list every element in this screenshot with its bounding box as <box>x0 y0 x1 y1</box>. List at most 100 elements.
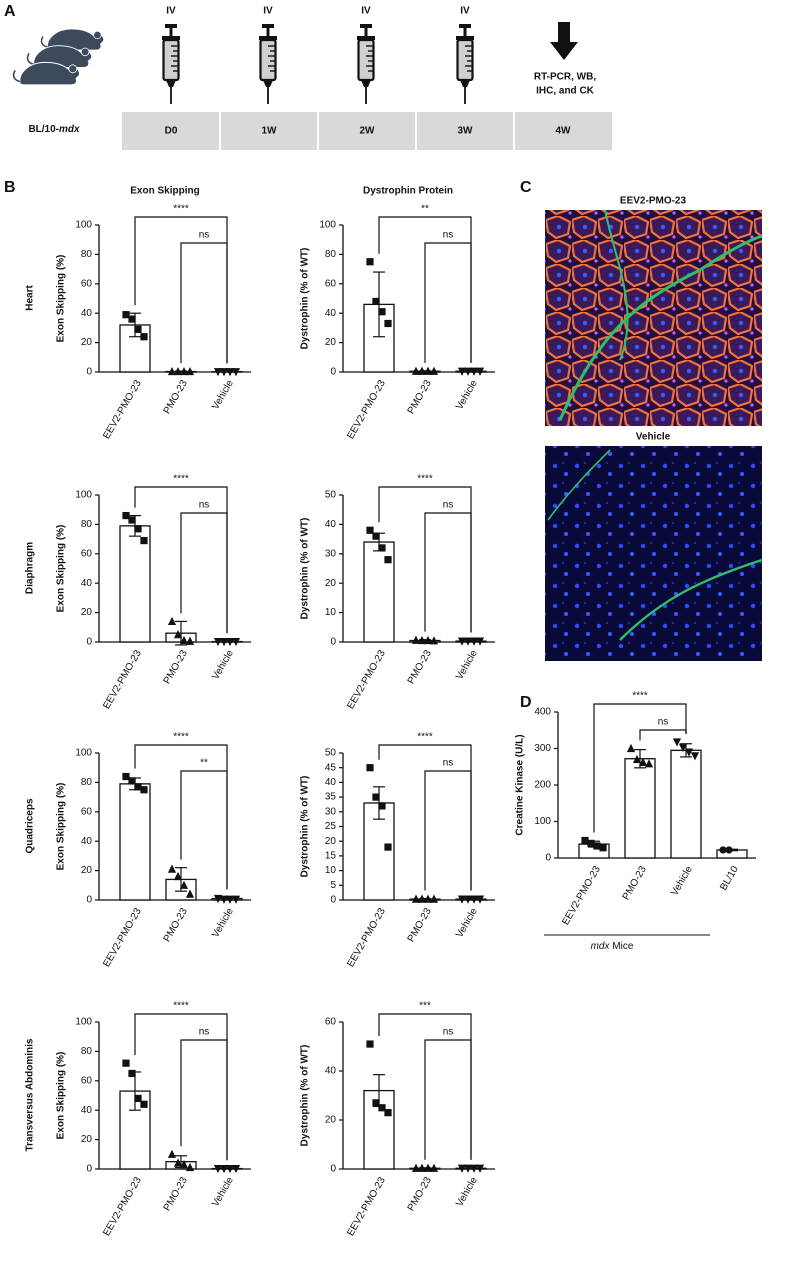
data-point <box>134 1094 142 1103</box>
bar <box>670 749 702 859</box>
data-point <box>185 366 195 376</box>
significance-bracket <box>180 512 228 634</box>
bar-chart: 0 20 40 60 80 100 Exon Skipping (%) EEV2-PMO-23… <box>56 732 251 969</box>
data-point <box>167 864 177 873</box>
data-point <box>475 895 485 904</box>
data-point <box>684 748 694 757</box>
timepoint: 2W <box>360 126 376 137</box>
data-point <box>225 895 235 904</box>
x-tick-label: PMO-23 <box>406 1175 434 1213</box>
data-point <box>134 525 142 533</box>
image-title: Vehicle <box>636 432 671 443</box>
data-point <box>581 836 589 845</box>
y-tick-label: 40 <box>325 1066 337 1077</box>
x-tick-label: EEV2-PMO-23 <box>101 648 144 711</box>
significance-label: **** <box>173 732 189 743</box>
image-detail <box>619 558 763 641</box>
data-point <box>475 1164 485 1173</box>
data-point <box>134 325 142 333</box>
y-axis-label: Dystrophin (% of WT) <box>300 776 311 878</box>
significance-label: ns <box>658 717 669 728</box>
y-tick-label: 0 <box>86 1164 92 1175</box>
significance-bracket <box>424 1039 472 1160</box>
timepoint: D0 <box>165 126 178 137</box>
data-point <box>378 308 386 316</box>
y-tick-label: 60 <box>81 548 93 559</box>
data-point <box>167 1149 177 1158</box>
mouse-strain: BL/10- <box>28 124 59 135</box>
data-point <box>678 743 688 753</box>
column-title: Dystrophin Protein <box>363 186 453 197</box>
y-tick-label: 40 <box>81 578 93 589</box>
image-detail <box>547 449 611 521</box>
significance-label: **** <box>173 204 189 215</box>
significance-label: ns <box>443 1027 454 1038</box>
data-point <box>644 759 654 768</box>
y-tick-label: 100 <box>75 748 92 759</box>
x-tick-label: PMO-23 <box>162 1175 190 1213</box>
data-point <box>128 1069 136 1078</box>
route-label: IV <box>166 6 176 17</box>
significance-label: ns <box>199 1027 210 1038</box>
x-tick-label: PMO-23 <box>621 864 649 902</box>
significance-bracket <box>593 703 687 833</box>
significance-label: **** <box>417 474 433 485</box>
data-point <box>372 1099 380 1107</box>
data-point <box>463 895 473 904</box>
significance-label: ns <box>199 230 210 241</box>
data-point <box>213 1164 223 1174</box>
y-tick-label: 40 <box>81 1105 93 1116</box>
data-point <box>423 366 433 375</box>
y-axis-label: Dystrophin (% of WT) <box>300 1045 311 1147</box>
significance-label: **** <box>173 1001 189 1012</box>
data-point <box>463 1164 473 1173</box>
y-tick-label: 0 <box>330 637 336 648</box>
significance-label: **** <box>173 474 189 485</box>
x-tick-label: EEV2-PMO-23 <box>101 378 144 441</box>
timepoint: 4W <box>556 126 572 137</box>
x-tick-label: Vehicle <box>454 648 480 682</box>
y-tick-label: 200 <box>534 780 551 791</box>
data-point <box>219 368 229 377</box>
data-point <box>429 636 439 645</box>
data-point <box>173 366 183 376</box>
image <box>545 446 762 661</box>
data-point <box>372 297 380 306</box>
data-point <box>122 311 130 319</box>
endpoint-label: IHC, and CK <box>536 86 595 97</box>
data-point <box>128 315 136 323</box>
y-axis-label: Exon Skipping (%) <box>56 255 67 343</box>
y-tick-label: 20 <box>325 836 337 847</box>
data-point <box>219 1164 229 1174</box>
y-tick-label: 80 <box>81 519 93 530</box>
image <box>545 210 762 426</box>
x-tick-label: Vehicle <box>210 378 236 412</box>
data-point <box>384 843 392 851</box>
significance-label: ns <box>199 500 210 511</box>
x-tick-label: EEV2-PMO-23 <box>345 378 388 441</box>
mouse-strain-italic: mdx <box>59 124 80 135</box>
data-point <box>638 757 648 766</box>
significance-bracket <box>639 729 687 741</box>
image-detail <box>558 234 763 421</box>
x-tick-label: EEV2-PMO-23 <box>345 1175 388 1238</box>
significance-label: ** <box>200 758 208 769</box>
data-point <box>372 532 380 540</box>
data-point <box>173 1158 183 1167</box>
syringe-icon <box>160 24 182 104</box>
x-tick-label: PMO-23 <box>162 906 190 944</box>
row-label: Heart <box>25 285 36 311</box>
data-point <box>128 777 136 785</box>
data-point <box>134 783 142 791</box>
x-tick-label: Vehicle <box>454 1175 480 1209</box>
significance-label: ns <box>443 500 454 511</box>
data-point <box>179 1159 189 1169</box>
data-point <box>457 1164 467 1173</box>
data-point <box>423 635 433 645</box>
data-point <box>140 333 148 341</box>
data-point <box>429 1163 439 1172</box>
data-point <box>378 544 386 552</box>
bar-chart: 0 100 200 300 400 Creatine Kinase (U/L) EEV2-P… <box>515 691 756 952</box>
panel-label: C <box>520 179 532 196</box>
x-tick-label: EEV2-PMO-23 <box>101 906 144 969</box>
